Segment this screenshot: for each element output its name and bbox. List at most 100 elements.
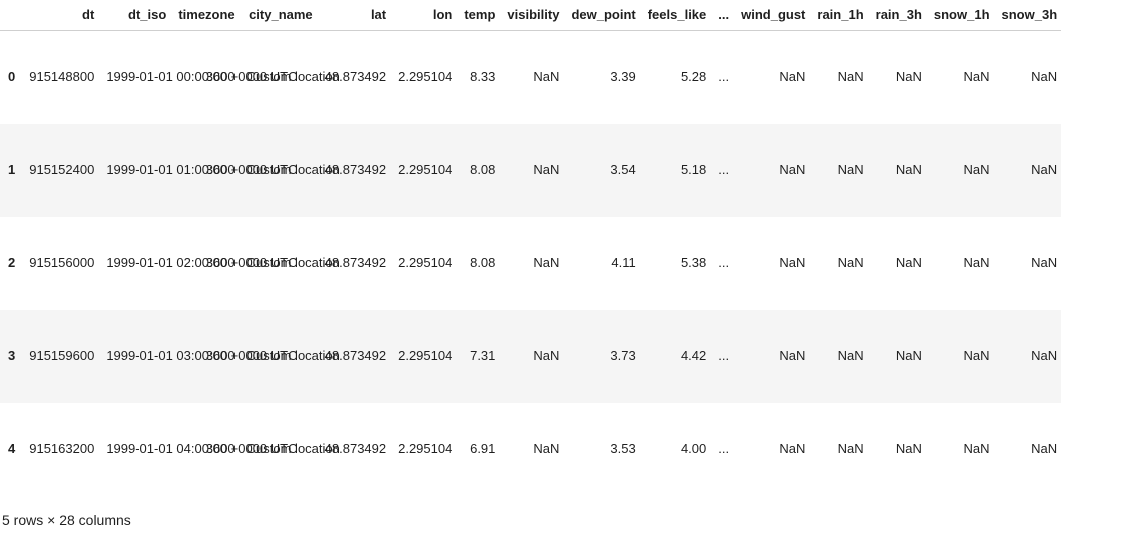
cell-dew-point: 3.73 xyxy=(610,348,636,363)
header-rain-1h: rain_1h xyxy=(809,0,868,31)
header-snow-3h: snow_3h xyxy=(993,0,1062,31)
table-body: 0 915148800 1999-01-01 00:00:00 +0000 UT… xyxy=(0,31,1062,496)
cell-visibility: NaN xyxy=(533,255,560,270)
cell-dt: 915156000 xyxy=(29,255,95,270)
cell-feels-like: 4.00 xyxy=(680,441,707,456)
cell-snow-3h: NaN xyxy=(1031,69,1058,85)
cell-temp: 8.08 xyxy=(470,162,496,177)
cell-rain-1h: NaN xyxy=(837,255,864,270)
cell-dt: 915163200 xyxy=(29,441,95,456)
row-index: 1 xyxy=(8,162,16,177)
cell-snow-1h: NaN xyxy=(963,162,990,177)
cell-city-name: Custom location xyxy=(246,441,340,456)
cell-rain-3h: NaN xyxy=(895,255,922,270)
cell-lon: 2.295104 xyxy=(398,348,453,363)
cell-dt-iso: 1999-01-01 02:00:00 +0000 UTC xyxy=(106,255,298,270)
cell-rain-1h: NaN xyxy=(837,162,864,177)
cell-snow-1h: NaN xyxy=(963,348,990,363)
cell-temp: 6.91 xyxy=(470,441,496,456)
cell-wind-gust: NaN xyxy=(779,162,806,177)
cell-dew-point: 4.11 xyxy=(611,255,636,270)
header-ellipsis: ... xyxy=(710,0,734,31)
header-lon: lon xyxy=(390,0,457,31)
table-row: 1 915152400 1999-01-01 01:00:00 +0000 UT… xyxy=(0,123,1062,217)
cell-dt: 915152400 xyxy=(29,162,95,177)
cell-snow-3h: NaN xyxy=(1031,441,1058,456)
cell-lon: 2.295104 xyxy=(398,255,453,270)
header-city-name: city_name xyxy=(238,0,317,31)
cell-lat: 48.873492 xyxy=(324,255,387,270)
cell-ellipsis: ... xyxy=(718,255,730,270)
cell-rain-3h: NaN xyxy=(895,348,922,363)
cell-city-name: Custom location xyxy=(246,69,340,85)
cell-ellipsis: ... xyxy=(718,69,730,85)
cell-dt-iso: 1999-01-01 01:00:00 +0000 UTC xyxy=(106,162,298,177)
cell-city-name: Custom location xyxy=(246,348,340,363)
header-wind-gust: wind_gust xyxy=(733,0,810,31)
cell-dt-iso: 1999-01-01 03:00:00 +0000 UTC xyxy=(106,348,298,363)
cell-dew-point: 3.39 xyxy=(610,69,636,85)
table-row: 4 915163200 1999-01-01 04:00:00 +0000 UT… xyxy=(0,403,1061,496)
cell-wind-gust: NaN xyxy=(779,348,806,363)
header-dt: dt xyxy=(21,0,99,31)
header-visibility: visibility xyxy=(499,0,564,31)
header-timezone: timezone xyxy=(170,0,239,31)
cell-dt: 915159600 xyxy=(29,348,95,363)
cell-city-name: Custom location xyxy=(246,255,340,270)
cell-snow-1h: NaN xyxy=(963,441,990,456)
cell-snow-3h: NaN xyxy=(1031,255,1058,270)
cell-rain-1h: NaN xyxy=(837,441,864,456)
cell-timezone: 3600 xyxy=(205,69,235,85)
table-row: 2 915156000 1999-01-01 02:00:00 +0000 UT… xyxy=(0,217,1061,310)
cell-city-name: Custom location xyxy=(246,162,340,177)
cell-dt-iso: 1999-01-01 04:00:00 +0000 UTC xyxy=(106,441,298,456)
cell-snow-1h: NaN xyxy=(963,255,990,270)
cell-feels-like: 5.18 xyxy=(680,162,707,177)
row-index: 0 xyxy=(8,69,16,85)
cell-snow-3h: NaN xyxy=(1031,348,1058,363)
cell-rain-3h: NaN xyxy=(895,69,922,85)
cell-ellipsis: ... xyxy=(718,162,730,177)
header-row: dt dt_iso timezone city_name lat lon tem… xyxy=(0,0,1062,31)
cell-dew-point: 3.53 xyxy=(610,441,636,456)
cell-feels-like: 5.28 xyxy=(680,69,707,85)
header-temp: temp xyxy=(456,0,500,31)
cell-wind-gust: NaN xyxy=(779,441,806,456)
cell-lat: 48.873492 xyxy=(324,348,387,363)
row-index: 2 xyxy=(8,255,16,270)
table-row: 0 915148800 1999-01-01 00:00:00 +0000 UT… xyxy=(0,31,1061,124)
header-feels-like: feels_like xyxy=(639,0,711,31)
cell-ellipsis: ... xyxy=(718,441,730,456)
cell-rain-3h: NaN xyxy=(895,441,922,456)
cell-lon: 2.295104 xyxy=(398,162,453,177)
cell-lat: 48.873492 xyxy=(324,162,387,177)
table-row: 3 915159600 1999-01-01 03:00:00 +0000 UT… xyxy=(0,309,1062,403)
header-index xyxy=(0,0,22,31)
cell-feels-like: 4.42 xyxy=(680,348,707,363)
cell-rain-3h: NaN xyxy=(895,162,922,177)
cell-timezone: 3600 xyxy=(205,348,235,363)
dataframe-table: dt dt_iso timezone city_name lat lon tem… xyxy=(0,0,1062,496)
cell-visibility: NaN xyxy=(533,348,560,363)
row-index: 3 xyxy=(8,348,16,363)
header-dew-point: dew_point xyxy=(563,0,640,31)
cell-snow-3h: NaN xyxy=(1031,162,1058,177)
cell-visibility: NaN xyxy=(533,69,560,85)
cell-lat: 48.873492 xyxy=(324,441,387,456)
cell-dt-iso: 1999-01-01 00:00:00 +0000 UTC xyxy=(106,69,298,85)
cell-dew-point: 3.54 xyxy=(610,162,636,177)
cell-feels-like: 5.38 xyxy=(680,255,707,270)
cell-temp: 8.08 xyxy=(470,255,496,270)
table-header: dt dt_iso timezone city_name lat lon tem… xyxy=(0,0,1062,31)
row-index: 4 xyxy=(8,441,16,456)
header-rain-3h: rain_3h xyxy=(867,0,926,31)
cell-timezone: 3600 xyxy=(205,162,235,177)
shape-summary: 5 rows × 28 columns xyxy=(2,512,131,528)
header-snow-1h: snow_1h xyxy=(925,0,994,31)
cell-rain-1h: NaN xyxy=(837,348,864,363)
cell-snow-1h: NaN xyxy=(963,69,990,85)
cell-visibility: NaN xyxy=(533,162,560,177)
cell-wind-gust: NaN xyxy=(779,69,806,85)
cell-lon: 2.295104 xyxy=(398,69,453,85)
